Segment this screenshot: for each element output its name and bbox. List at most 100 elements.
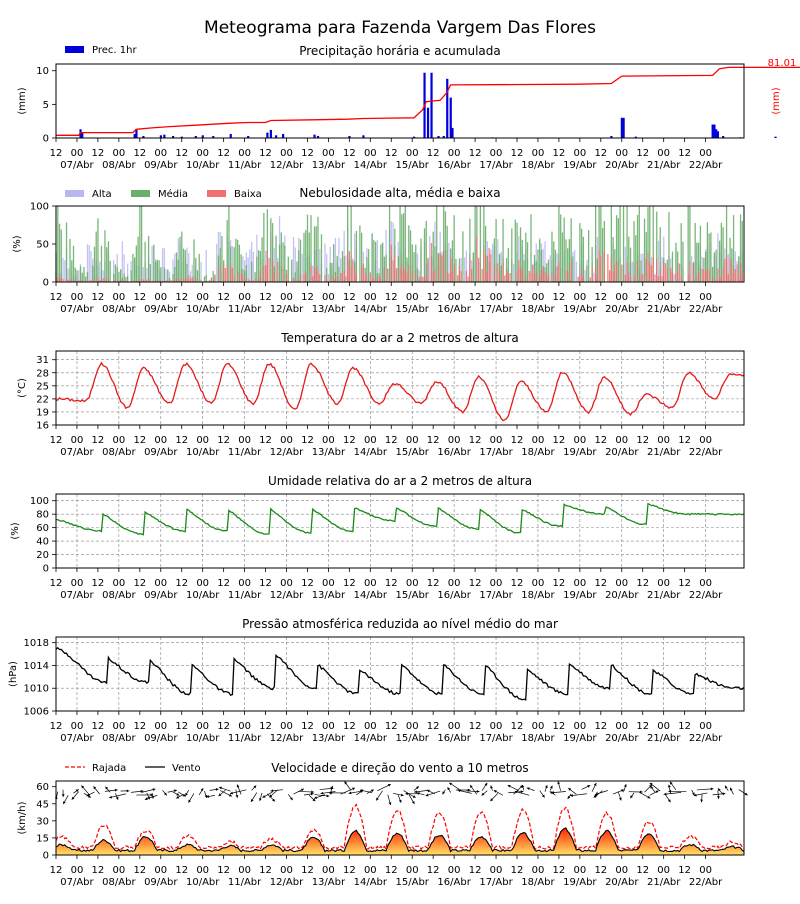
cloud-bar xyxy=(391,245,392,282)
cloud-bar xyxy=(412,271,413,282)
x-tick-label: 00 xyxy=(196,435,209,446)
cloud-bar xyxy=(651,265,652,282)
wind-arrow-head xyxy=(327,794,330,797)
y-tick-label: 0 xyxy=(43,278,49,289)
legend-label-cloud: Alta xyxy=(92,189,112,200)
cloud-bar xyxy=(253,252,254,282)
cloud-bar xyxy=(742,271,743,282)
x-tick-label: 12 xyxy=(92,578,105,589)
cloud-bar xyxy=(534,274,535,282)
x-day-label: 20/Abr xyxy=(605,590,639,601)
cloud-bar xyxy=(525,276,526,282)
x-tick-label: 12 xyxy=(217,721,230,732)
x-tick-label: 00 xyxy=(532,865,545,876)
cloud-bar xyxy=(733,215,734,282)
x-tick-label: 12 xyxy=(385,292,398,303)
y-axis-label: (%) xyxy=(12,235,23,252)
cloud-bar xyxy=(310,266,311,282)
cloud-bar xyxy=(609,270,610,282)
y-axis-label: (km/h) xyxy=(17,801,28,834)
precip-bar xyxy=(430,73,432,138)
cloud-bar xyxy=(101,246,102,282)
cloud-bar xyxy=(564,217,565,282)
x-tick-label: 12 xyxy=(217,578,230,589)
precip-bar xyxy=(446,79,448,138)
cloud-bar xyxy=(190,278,191,282)
x-tick-label: 12 xyxy=(92,148,105,159)
cloud-bar xyxy=(260,271,261,282)
cloud-bar xyxy=(640,275,641,282)
x-day-label: 14/Abr xyxy=(354,160,388,171)
x-day-label: 14/Abr xyxy=(354,447,388,458)
x-tick-label: 12 xyxy=(553,148,566,159)
cloud-bar xyxy=(541,270,542,282)
x-tick-label: 00 xyxy=(196,865,209,876)
x-day-label: 12/Abr xyxy=(270,447,304,458)
x-tick-label: 12 xyxy=(50,435,63,446)
x-tick-label: 12 xyxy=(469,865,482,876)
cloud-bar xyxy=(338,267,339,282)
cloud-bar xyxy=(134,257,135,282)
cloud-bar xyxy=(726,256,727,282)
wind-arrow-head xyxy=(62,794,65,797)
cloud-bar xyxy=(193,239,194,282)
x-tick-label: 12 xyxy=(385,148,398,159)
x-tick-label: 12 xyxy=(594,148,607,159)
cloud-bar xyxy=(282,269,283,282)
cloud-bar xyxy=(293,237,294,282)
y-tick-label: 1010 xyxy=(24,684,49,695)
x-day-label: 18/Abr xyxy=(521,160,555,171)
legend-swatch-prec xyxy=(65,46,84,53)
x-tick-label: 00 xyxy=(154,148,167,159)
cloud-bar xyxy=(392,260,393,282)
cloud-bar xyxy=(344,271,345,282)
cloud-bar xyxy=(478,258,479,282)
x-day-label: 14/Abr xyxy=(354,733,388,744)
x-tick-label: 12 xyxy=(343,148,356,159)
x-tick-label: 12 xyxy=(469,721,482,732)
cloud-bar xyxy=(495,219,496,282)
cloud-bar xyxy=(520,268,521,282)
cloud-bar xyxy=(731,264,732,282)
cloud-bar xyxy=(619,206,620,282)
cloud-bar xyxy=(185,277,186,282)
x-day-label: 12/Abr xyxy=(270,160,304,171)
y-tick-label: 100 xyxy=(30,202,49,213)
cloud-bar xyxy=(635,235,636,282)
x-tick-label: 12 xyxy=(511,865,524,876)
cloud-bar xyxy=(595,265,596,282)
x-tick-label: 00 xyxy=(615,148,628,159)
x-day-label: 21/Abr xyxy=(647,877,681,888)
x-day-label: 22/Abr xyxy=(689,877,723,888)
x-tick-label: 12 xyxy=(553,578,566,589)
cloud-bar xyxy=(284,246,285,282)
x-tick-label: 00 xyxy=(364,578,377,589)
x-day-label: 13/Abr xyxy=(312,590,346,601)
panel-title: Pressão atmosférica reduzida ao nível mé… xyxy=(242,617,558,631)
cloud-bar xyxy=(543,268,544,282)
plot-frame xyxy=(56,494,744,568)
cloud-bar xyxy=(380,245,381,282)
cloud-bar xyxy=(120,269,121,282)
precip-bar xyxy=(282,134,284,138)
x-tick-label: 12 xyxy=(259,148,272,159)
cloud-bar xyxy=(247,257,248,282)
x-day-label: 16/Abr xyxy=(437,733,471,744)
x-tick-label: 12 xyxy=(259,435,272,446)
x-day-label: 20/Abr xyxy=(605,877,639,888)
x-tick-label: 00 xyxy=(699,721,712,732)
legend-swatch-cloud xyxy=(131,190,150,197)
cloud-bar xyxy=(150,264,151,282)
x-tick-label: 12 xyxy=(133,865,146,876)
cloud-bar xyxy=(688,206,689,282)
cloud-bar xyxy=(298,250,299,282)
x-tick-label: 00 xyxy=(238,435,251,446)
x-tick-label: 00 xyxy=(364,292,377,303)
legend-label-wind: Vento xyxy=(172,763,201,774)
plot-frame xyxy=(56,351,744,425)
x-tick-label: 12 xyxy=(511,435,524,446)
cloud-bar xyxy=(230,266,231,282)
x-tick-label: 00 xyxy=(364,865,377,876)
cloud-bar xyxy=(681,223,682,282)
